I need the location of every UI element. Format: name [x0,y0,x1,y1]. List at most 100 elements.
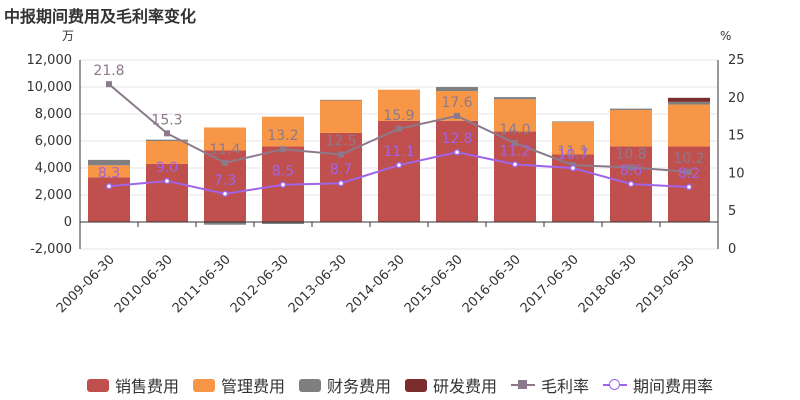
y-left-tick-label: 2,000 [35,188,72,203]
legend-item-admin[interactable]: 管理费用 [192,373,285,397]
x-category-label: 2017-06-30 [518,252,582,316]
legend-item-sales[interactable]: 销售费用 [86,373,179,397]
legend-swatch-finance [298,378,321,392]
bar-segment-2-2 [204,222,246,225]
legend-swatch-admin [192,378,215,392]
bar-segment-0-1 [146,163,188,222]
y-left-tick-label: 6,000 [35,134,72,149]
x-category-label: 2015-06-30 [402,252,466,316]
x-category-label: 2010-06-30 [112,252,176,316]
bar-segment-2-3 [262,222,304,225]
line-1-point-9 [627,180,635,188]
x-category-label: 2009-06-30 [54,252,118,316]
bar-segment-1-8 [552,122,594,155]
line-1-point-10 [685,183,693,191]
line-0-data-label-7: 14.0 [499,122,530,138]
legend: 销售费用 管理费用 财务费用 研发费用 毛利率 期间费用率 [0,372,800,398]
x-category-label: 2019-06-30 [634,252,698,316]
line-1-point-8 [569,164,577,172]
legend-label-sales: 销售费用 [114,377,179,396]
legend-label-expense-rate: 期间费用率 [633,377,714,396]
legend-item-expense-rate[interactable]: 期间费用率 [603,373,713,397]
y-right-unit: % [720,29,731,43]
bar-segment-0-5 [378,120,420,222]
line-0-point-7 [512,140,518,147]
y-right-tick-label: 10 [728,166,745,181]
line-1-point-6 [453,148,461,156]
line-0-point-3 [280,146,286,153]
line-0-point-5 [396,125,402,132]
line-1-data-label-1: 9.0 [156,160,178,176]
line-1-point-3 [279,181,287,188]
line-1-data-label-6: 12.8 [441,131,472,147]
bar-segment-2-1 [146,139,188,141]
line-1-data-label-10: 8.2 [678,166,700,182]
legend-label-admin: 管理费用 [220,377,285,396]
line-1-data-label-2: 7.3 [214,173,236,189]
line-1-data-label-3: 8.5 [272,164,294,180]
y-left-tick-label: 0 [64,215,72,230]
legend-swatch-expense-rate [603,378,628,392]
y-right-tick-label: 25 [728,53,745,68]
y-right-tick-label: 15 [728,129,745,144]
x-category-label: 2011-06-30 [170,252,234,316]
line-1-point-2 [221,190,229,198]
y-right-tick-label: 20 [728,91,745,106]
bar-segment-2-9 [610,108,652,110]
x-category-label: 2016-06-30 [460,252,524,316]
bar-segment-3-10 [668,97,710,102]
line-0-point-6 [454,112,460,119]
line-1-point-5 [395,161,403,169]
y-right-tick-label: 5 [728,204,736,219]
line-0-point-0 [106,81,112,88]
bar-segment-2-4 [320,99,362,101]
line-1-point-4 [337,179,345,187]
line-1-data-label-9: 8.6 [620,163,642,179]
line-0-point-4 [338,151,344,158]
legend-label-gross-margin: 毛利率 [541,377,590,396]
legend-label-finance: 财务费用 [326,377,391,396]
bar-segment-1-10 [668,104,710,147]
legend-swatch-rnd [405,378,427,392]
line-0-data-label-5: 15.9 [383,108,414,124]
line-1-data-label-7: 11.2 [499,143,530,159]
line-1-data-label-5: 11.1 [383,144,414,160]
bar-segment-2-0 [88,159,130,166]
line-1-point-1 [163,177,171,185]
line-1-data-label-4: 8.7 [330,162,352,178]
line-0-point-1 [164,130,170,137]
bar-segment-1-7 [494,99,536,132]
legend-label-rnd: 研发费用 [433,377,498,396]
legend-item-finance[interactable]: 财务费用 [298,373,391,397]
bar-segment-1-0 [88,165,130,178]
line-1-point-7 [511,161,519,168]
chart-svg: -2,000 0 2,000 4,000 6,000 8,000 10,000 12,000 0… [27,29,745,316]
line-0-data-label-4: 12.5 [325,134,356,150]
legend-swatch-gross-margin [511,378,536,392]
bar-segment-0-7 [494,131,536,222]
line-1-point-0 [105,183,113,190]
bar-segment-1-5 [378,89,420,121]
x-category-label: 2012-06-30 [228,252,292,316]
chart-title: 中报期间费用及毛利率变化 [4,7,197,26]
line-1-data-label-8: 10.7 [557,147,588,163]
bar-segment-2-10 [668,101,710,105]
bar-segment-1-4 [320,100,362,133]
y-right-tick-label: 0 [728,242,736,257]
line-0-data-label-1: 15.3 [151,112,182,128]
legend-swatch-sales [86,378,109,392]
y-left-tick-label: 10,000 [27,80,73,95]
line-0-data-label-6: 17.6 [441,95,472,111]
line-1-data-label-0: 8.3 [98,165,120,181]
line-0-point-10 [686,168,692,175]
line-0-data-label-3: 13.2 [267,128,298,144]
line-0-data-label-9: 10.8 [615,146,646,162]
bar-segment-1-9 [610,109,652,147]
legend-item-gross-margin[interactable]: 毛利率 [511,373,589,397]
line-0-data-label-2: 11.4 [209,142,240,158]
y-left-tick-label: 8,000 [35,107,72,122]
y-left-tick-label: 12,000 [27,53,73,68]
line-0-point-2 [222,159,228,166]
line-0-data-label-8: 11.1 [557,144,588,160]
legend-item-rnd[interactable]: 研发费用 [405,373,497,397]
